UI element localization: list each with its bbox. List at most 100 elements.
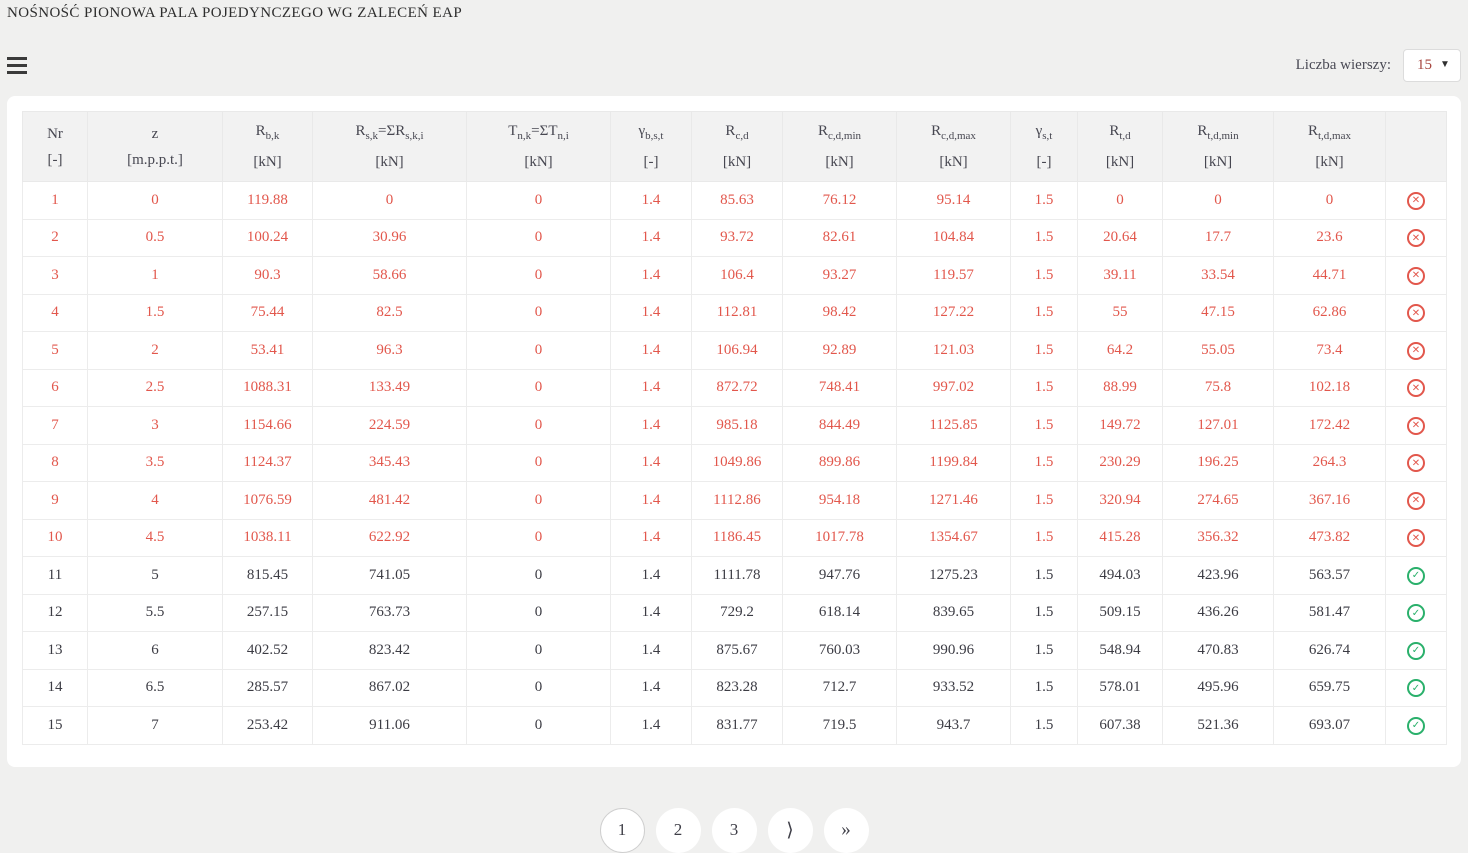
table-cell: 1.5 bbox=[1010, 631, 1078, 670]
status-cell: ✕ bbox=[1385, 443, 1447, 482]
page-button-1[interactable]: 1 bbox=[599, 807, 645, 853]
table-cell: 1 bbox=[22, 181, 88, 220]
table-cell: 7 bbox=[22, 406, 88, 445]
table-cell: 607.38 bbox=[1077, 706, 1163, 745]
table-cell: 1199.84 bbox=[896, 443, 1011, 482]
table-cell: 4 bbox=[22, 293, 88, 332]
page-title: NOŚNOŚĆ PIONOWA PALA POJEDYNCZEGO WG ZAL… bbox=[7, 5, 463, 21]
column-header: Tn,k=ΣTn,i [kN] bbox=[466, 111, 611, 182]
table-cell: 82.61 bbox=[782, 218, 897, 257]
table-cell: 1271.46 bbox=[896, 481, 1011, 520]
table-cell: 11 bbox=[22, 556, 88, 595]
menu-button[interactable] bbox=[5, 51, 29, 80]
table-cell: 1049.86 bbox=[691, 443, 783, 482]
column-header: Rs,k=ΣRs,k,i [kN] bbox=[312, 111, 467, 182]
status-cell: ✓ bbox=[1385, 631, 1447, 670]
chevron-down-icon: ▼ bbox=[1440, 59, 1450, 70]
table-cell: 98.42 bbox=[782, 293, 897, 332]
table-cell: 1.4 bbox=[610, 631, 692, 670]
table-cell: 872.72 bbox=[691, 368, 783, 407]
table-cell: 3 bbox=[87, 406, 223, 445]
table-row: 12 5.5 257.15 763.73 0 1.4 729.2 618.14 839.65 1.… bbox=[22, 593, 1447, 632]
column-header: Rc,d [kN] bbox=[691, 111, 783, 182]
table-cell: 1088.31 bbox=[222, 368, 313, 407]
table-cell: 1125.85 bbox=[896, 406, 1011, 445]
table-card: Nr [-] z [m.p.p.t.] Rb,k [kN] Rs,k=ΣRs,k,i [kN]… bbox=[7, 96, 1461, 767]
table-cell: 815.45 bbox=[222, 556, 313, 595]
table-cell: 367.16 bbox=[1273, 481, 1386, 520]
table-cell: 20.64 bbox=[1077, 218, 1163, 257]
error-icon: ✕ bbox=[1407, 191, 1425, 210]
table-cell: 85.63 bbox=[691, 181, 783, 220]
table-row: 8 3.5 1124.37 345.43 0 1.4 1049.86 899.86 1199.8… bbox=[22, 443, 1447, 482]
status-cell: ✓ bbox=[1385, 668, 1447, 707]
status-cell: ✕ bbox=[1385, 518, 1447, 557]
table-cell: 1017.78 bbox=[782, 518, 897, 557]
table-cell: 954.18 bbox=[782, 481, 897, 520]
table-cell: 106.4 bbox=[691, 256, 783, 295]
error-icon: ✕ bbox=[1407, 416, 1425, 435]
table-cell: 30.96 bbox=[312, 218, 467, 257]
table-cell: 253.42 bbox=[222, 706, 313, 745]
table-cell: 563.57 bbox=[1273, 556, 1386, 595]
table-cell: 127.22 bbox=[896, 293, 1011, 332]
table-cell: 320.94 bbox=[1077, 481, 1163, 520]
table-row: 6 2.5 1088.31 133.49 0 1.4 872.72 748.41 997.02 1… bbox=[22, 368, 1447, 407]
table-cell: 149.72 bbox=[1077, 406, 1163, 445]
table-cell: 741.05 bbox=[312, 556, 467, 595]
table-cell: 1.5 bbox=[1010, 443, 1078, 482]
table-cell: 112.81 bbox=[691, 293, 783, 332]
table-cell: 6 bbox=[87, 631, 223, 670]
table-cell: 943.7 bbox=[896, 706, 1011, 745]
page-button-2[interactable]: 2 bbox=[655, 807, 701, 853]
table-cell: 729.2 bbox=[691, 593, 783, 632]
next-page-button[interactable]: ⟩ bbox=[767, 807, 813, 853]
table-cell: 1.5 bbox=[1010, 481, 1078, 520]
table-cell: 581.47 bbox=[1273, 593, 1386, 632]
table-cell: 93.27 bbox=[782, 256, 897, 295]
table-cell: 712.7 bbox=[782, 668, 897, 707]
table-cell: 578.01 bbox=[1077, 668, 1163, 707]
table-row: 4 1.5 75.44 82.5 0 1.4 112.81 98.42 127.22 1.5 55 4… bbox=[22, 293, 1447, 332]
error-icon: ✕ bbox=[1407, 529, 1425, 547]
rows-per-page-select[interactable]: 15 ▼ bbox=[1403, 48, 1461, 82]
table-cell: 1.4 bbox=[610, 331, 692, 370]
table-cell: 618.14 bbox=[782, 593, 897, 632]
table-cell: 230.29 bbox=[1077, 443, 1163, 482]
column-header: Rt,d [kN] bbox=[1077, 111, 1163, 182]
table-cell: 693.07 bbox=[1273, 706, 1386, 745]
last-page-button[interactable]: » bbox=[823, 807, 869, 853]
table-row: 3 1 90.3 58.66 0 1.4 106.4 93.27 119.57 1.5 39.11 3… bbox=[22, 256, 1447, 295]
table-cell: 92.89 bbox=[782, 331, 897, 370]
table-cell: 55.05 bbox=[1162, 331, 1274, 370]
error-icon: ✕ bbox=[1407, 379, 1425, 397]
table-cell: 119.88 bbox=[222, 181, 313, 220]
table-cell: 1354.67 bbox=[896, 518, 1011, 557]
table-cell: 0 bbox=[466, 706, 611, 745]
status-cell: ✕ bbox=[1385, 368, 1447, 407]
table-cell: 47.15 bbox=[1162, 293, 1274, 332]
error-icon: ✕ bbox=[1407, 229, 1425, 247]
table-cell: 2.5 bbox=[87, 368, 223, 407]
table-cell: 9 bbox=[22, 481, 88, 520]
table-cell: 473.82 bbox=[1273, 518, 1386, 557]
rows-per-page-control: Liczba wierszy: 15 ▼ bbox=[1296, 48, 1461, 82]
table-cell: 6 bbox=[22, 368, 88, 407]
column-header bbox=[1385, 111, 1447, 182]
table-cell: 119.57 bbox=[896, 256, 1011, 295]
table-cell: 345.43 bbox=[312, 443, 467, 482]
status-cell: ✕ bbox=[1385, 331, 1447, 370]
page-button-3[interactable]: 3 bbox=[711, 807, 757, 853]
table-cell: 356.32 bbox=[1162, 518, 1274, 557]
table-cell: 0 bbox=[312, 181, 467, 220]
column-header: z [m.p.p.t.] bbox=[87, 111, 223, 182]
table-cell: 760.03 bbox=[782, 631, 897, 670]
status-cell: ✓ bbox=[1385, 556, 1447, 595]
table-cell: 495.96 bbox=[1162, 668, 1274, 707]
table-cell: 990.96 bbox=[896, 631, 1011, 670]
table-cell: 75.44 bbox=[222, 293, 313, 332]
error-icon: ✕ bbox=[1407, 304, 1425, 322]
status-cell: ✕ bbox=[1385, 406, 1447, 445]
column-header: Rb,k [kN] bbox=[222, 111, 313, 182]
table-cell: 997.02 bbox=[896, 368, 1011, 407]
